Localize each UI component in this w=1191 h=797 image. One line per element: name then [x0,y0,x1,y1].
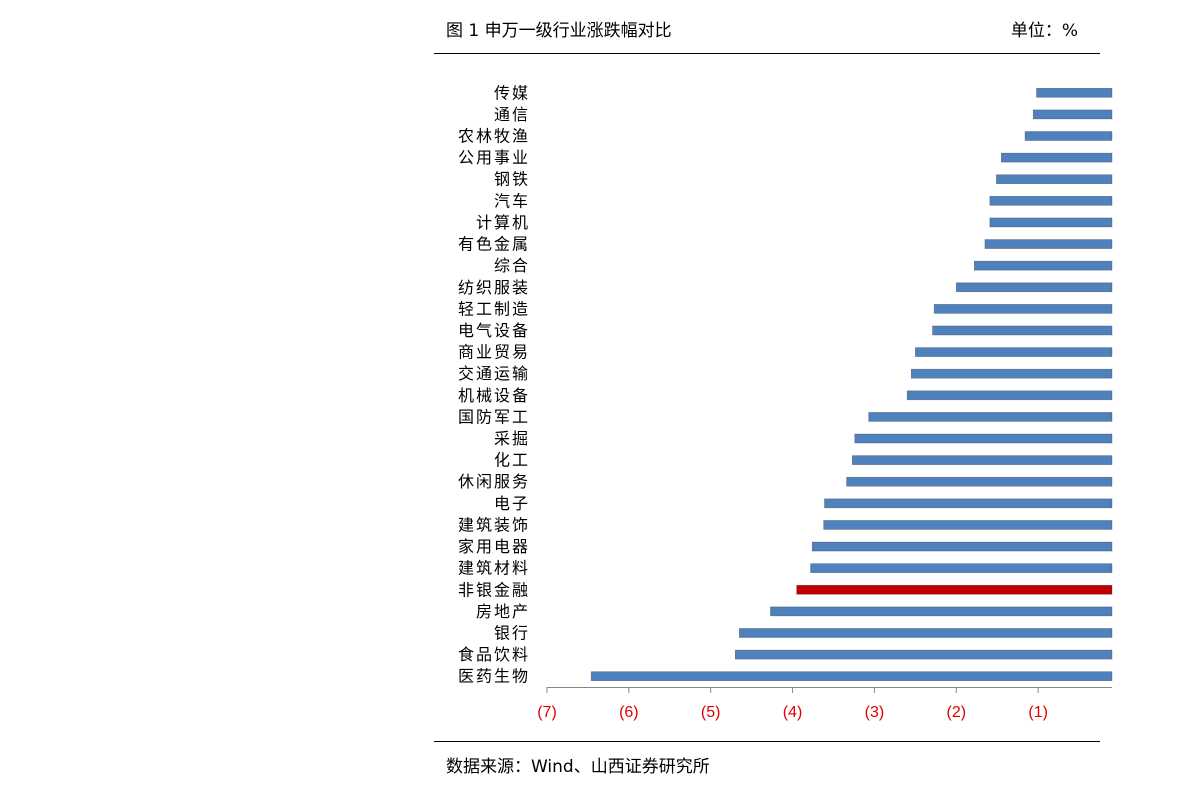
y-tick-label: 化工 [494,451,530,470]
y-tick-label: 汽车 [494,191,530,210]
y-tick-label: 建筑装饰 [458,515,530,534]
y-tick-label: 纺织服装 [458,278,530,297]
bar [852,455,1113,465]
y-tick-label: 电子 [494,494,530,513]
y-tick-label: 食品饮料 [458,645,530,664]
bar [824,498,1113,509]
bar [810,563,1113,573]
bar [1024,131,1113,141]
y-tick-label: 机械设备 [458,386,530,405]
x-tick-label: (2) [947,704,967,721]
y-tick-label: 银行 [494,623,530,642]
x-tick-label: (4) [783,704,803,721]
x-tick-label: (6) [619,704,639,721]
bar [955,282,1113,293]
x-tick-label: (1) [1028,704,1048,721]
y-tick-label: 医药生物 [458,667,530,686]
bar [933,304,1113,314]
y-tick-label: 农林牧渔 [458,127,530,146]
bar [854,433,1113,444]
bar [984,239,1113,249]
bar [846,476,1113,487]
y-tick-label: 电气设备 [458,321,530,340]
bar [734,649,1113,660]
bar [906,390,1113,401]
y-tick-label: 传媒 [494,83,530,102]
bar [868,412,1113,422]
x-tick-label: (7) [537,704,557,721]
bar [811,541,1113,552]
bar [989,217,1113,228]
x-tick-label: (5) [701,704,721,721]
y-tick-label: 房地产 [476,602,530,621]
bar [989,196,1113,206]
bar [1001,152,1113,163]
bar [823,520,1113,530]
bar [915,347,1113,357]
y-tick-label: 轻工制造 [458,299,530,318]
chart-title: 图 1 申万一级行业涨跌幅对比 [446,21,672,41]
y-tick-label: 休闲服务 [458,472,530,491]
unit-label: 单位：% [1011,21,1078,41]
bar [910,368,1113,379]
y-tick-label: 通信 [494,105,530,124]
y-tick-label: 综合 [494,256,530,275]
bar [932,325,1113,336]
bar [973,260,1113,271]
y-tick-label: 建筑材料 [458,559,530,578]
y-tick-label: 有色金属 [458,235,530,254]
bar [996,174,1113,185]
bar [1032,109,1113,120]
y-tick-label: 家用电器 [458,537,530,556]
y-tick-label: 商业贸易 [458,343,530,362]
bar [590,671,1113,681]
bar [796,584,1113,595]
x-tick-label: (3) [865,704,885,721]
y-tick-label: 非银金融 [458,580,530,599]
y-tick-label: 钢铁 [494,170,530,189]
source-note: 数据来源：Wind、山西证券研究所 [446,757,710,777]
bar [770,606,1113,617]
y-tick-label: 计算机 [476,213,530,232]
y-tick-label: 采掘 [494,429,530,448]
y-tick-label: 国防军工 [458,407,530,426]
bar [1036,88,1113,98]
bar [739,628,1113,638]
y-tick-label: 公用事业 [458,148,530,167]
y-tick-label: 交通运输 [458,364,530,383]
